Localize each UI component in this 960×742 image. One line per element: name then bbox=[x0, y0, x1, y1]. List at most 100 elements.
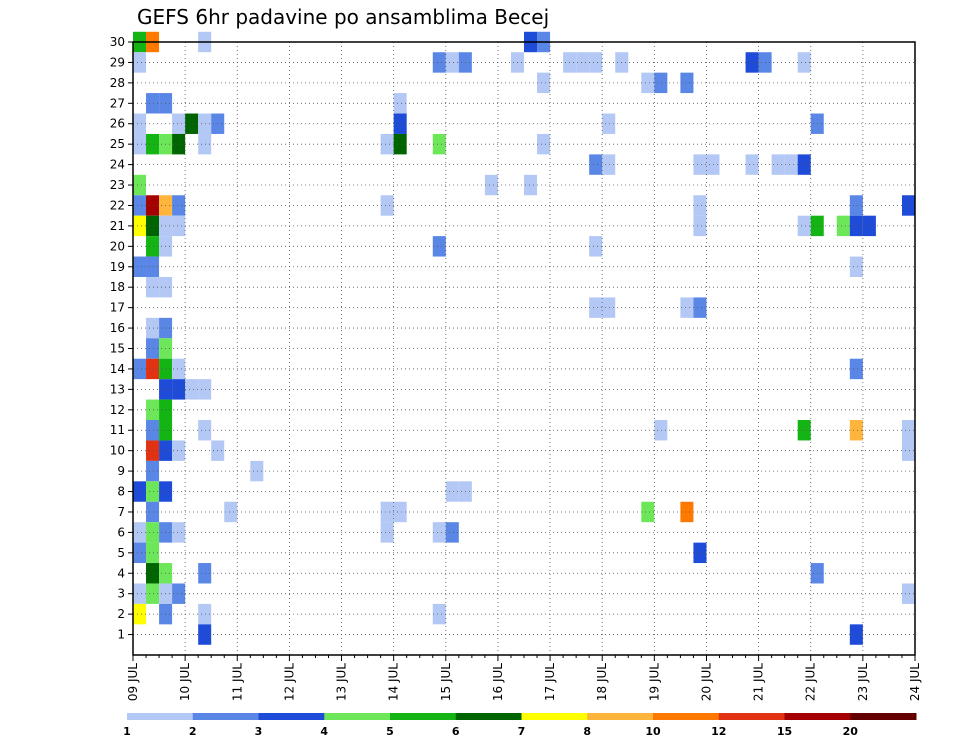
precip-cell bbox=[602, 297, 616, 318]
grid-layer bbox=[133, 41, 915, 655]
precip-cell bbox=[198, 113, 212, 134]
x-tick-label: 11 JUL bbox=[230, 663, 244, 701]
precip-cell bbox=[133, 195, 147, 216]
precip-cell bbox=[185, 113, 199, 134]
precip-cell bbox=[693, 542, 707, 564]
precip-cell bbox=[537, 133, 551, 155]
precip-cell bbox=[380, 133, 394, 155]
x-tick-label: 20 JUL bbox=[699, 663, 713, 701]
precip-cell bbox=[185, 379, 199, 400]
colorbar-swatch bbox=[455, 713, 522, 720]
y-tick-label: 1 bbox=[117, 628, 125, 642]
y-tick-label: 26 bbox=[110, 117, 125, 131]
precip-cell bbox=[146, 522, 160, 543]
colorbar-label: 15 bbox=[777, 725, 792, 738]
y-tick-label: 27 bbox=[110, 96, 125, 110]
y-tick-label: 5 bbox=[117, 546, 125, 560]
x-tick-label: 14 JUL bbox=[387, 663, 401, 701]
x-tick-label: 19 JUL bbox=[647, 663, 661, 701]
chart-title: GEFS 6hr padavine po ansamblima Becej bbox=[137, 5, 549, 29]
x-tick-label: 09 JUL bbox=[126, 663, 140, 701]
precip-cell bbox=[198, 563, 212, 584]
precip-cell bbox=[680, 501, 694, 523]
x-tick-label: 12 JUL bbox=[282, 663, 296, 701]
colorbar-label: 3 bbox=[255, 725, 263, 738]
precip-cell bbox=[146, 358, 160, 380]
precip-cell bbox=[654, 420, 668, 441]
y-tick-label: 6 bbox=[117, 525, 125, 539]
precip-cell bbox=[172, 113, 186, 134]
y-tick-label: 25 bbox=[110, 137, 125, 151]
colorbar-label: 8 bbox=[583, 725, 591, 738]
precip-cell bbox=[198, 133, 212, 155]
precip-cell bbox=[432, 52, 446, 73]
precip-cell bbox=[589, 52, 603, 73]
precip-cell bbox=[146, 583, 160, 604]
y-tick-label: 21 bbox=[110, 219, 125, 233]
precip-cell bbox=[146, 236, 160, 257]
precip-cell bbox=[133, 52, 147, 73]
precip-cell bbox=[745, 154, 759, 175]
colorbar-swatch bbox=[390, 713, 457, 720]
precip-cell bbox=[641, 501, 655, 523]
precip-cell bbox=[797, 215, 811, 237]
precip-cell bbox=[849, 624, 863, 645]
colorbar-swatch bbox=[653, 713, 720, 720]
precip-cell bbox=[393, 501, 407, 523]
precip-cell bbox=[146, 93, 160, 114]
precip-cell bbox=[133, 174, 147, 196]
precip-cell bbox=[589, 236, 603, 257]
precip-cell bbox=[589, 154, 603, 175]
precip-cell bbox=[432, 133, 446, 155]
precip-cell bbox=[146, 440, 160, 461]
plot-frame bbox=[132, 41, 916, 656]
precip-cell bbox=[706, 154, 720, 175]
precip-cell bbox=[771, 154, 785, 175]
colorbar-swatch bbox=[127, 713, 194, 720]
precip-cell bbox=[146, 563, 160, 584]
precip-cell bbox=[146, 276, 160, 298]
y-tick-label: 20 bbox=[110, 239, 125, 253]
precip-cell bbox=[146, 133, 160, 155]
precip-cell bbox=[849, 420, 863, 441]
colorbar-swatch bbox=[521, 713, 588, 720]
precip-cell bbox=[680, 297, 694, 318]
precip-cell bbox=[784, 154, 798, 175]
precip-cell bbox=[146, 317, 160, 339]
y-tick-label: 2 bbox=[117, 607, 125, 621]
y-tick-label: 11 bbox=[110, 423, 125, 437]
precip-cell bbox=[146, 501, 160, 523]
precip-cell bbox=[445, 52, 459, 73]
precip-cell bbox=[680, 72, 694, 94]
precip-cell bbox=[693, 215, 707, 237]
precip-cell bbox=[172, 133, 186, 155]
colorbar-label: 4 bbox=[320, 725, 328, 738]
colorbar: 1 2 3 4 5 6 7 8 10 12 15 20 bbox=[123, 713, 917, 738]
y-tick-label: 7 bbox=[117, 505, 125, 519]
precip-cell bbox=[641, 72, 655, 94]
precip-cell bbox=[654, 72, 668, 94]
precip-cell bbox=[133, 113, 147, 134]
x-tick-label: 13 JUL bbox=[335, 663, 349, 701]
x-tick-label: 24 JUL bbox=[908, 663, 922, 701]
colorbar-swatch bbox=[258, 713, 325, 720]
colorbar-label: 6 bbox=[452, 725, 460, 738]
precip-cell bbox=[133, 358, 147, 380]
precip-cell bbox=[901, 583, 915, 604]
precip-cell bbox=[589, 297, 603, 318]
precip-cell bbox=[198, 603, 212, 625]
precip-cell bbox=[198, 420, 212, 441]
precip-cell bbox=[146, 399, 160, 421]
colorbar-label: 10 bbox=[645, 725, 661, 738]
precip-cell bbox=[380, 195, 394, 216]
colorbar-label: 2 bbox=[189, 725, 197, 738]
y-tick-label: 9 bbox=[117, 464, 125, 478]
y-tick-label: 16 bbox=[110, 321, 125, 335]
precip-cell bbox=[393, 93, 407, 114]
precip-cell bbox=[849, 195, 863, 216]
precip-cell bbox=[849, 256, 863, 277]
precip-cell bbox=[393, 113, 407, 134]
x-ticks: 09 JUL 10 JUL 11 JUL 12 JUL 13 JUL 14 JUL 15 J… bbox=[126, 655, 922, 701]
x-tick-label: 16 JUL bbox=[491, 663, 505, 701]
y-tick-label: 8 bbox=[117, 485, 125, 499]
